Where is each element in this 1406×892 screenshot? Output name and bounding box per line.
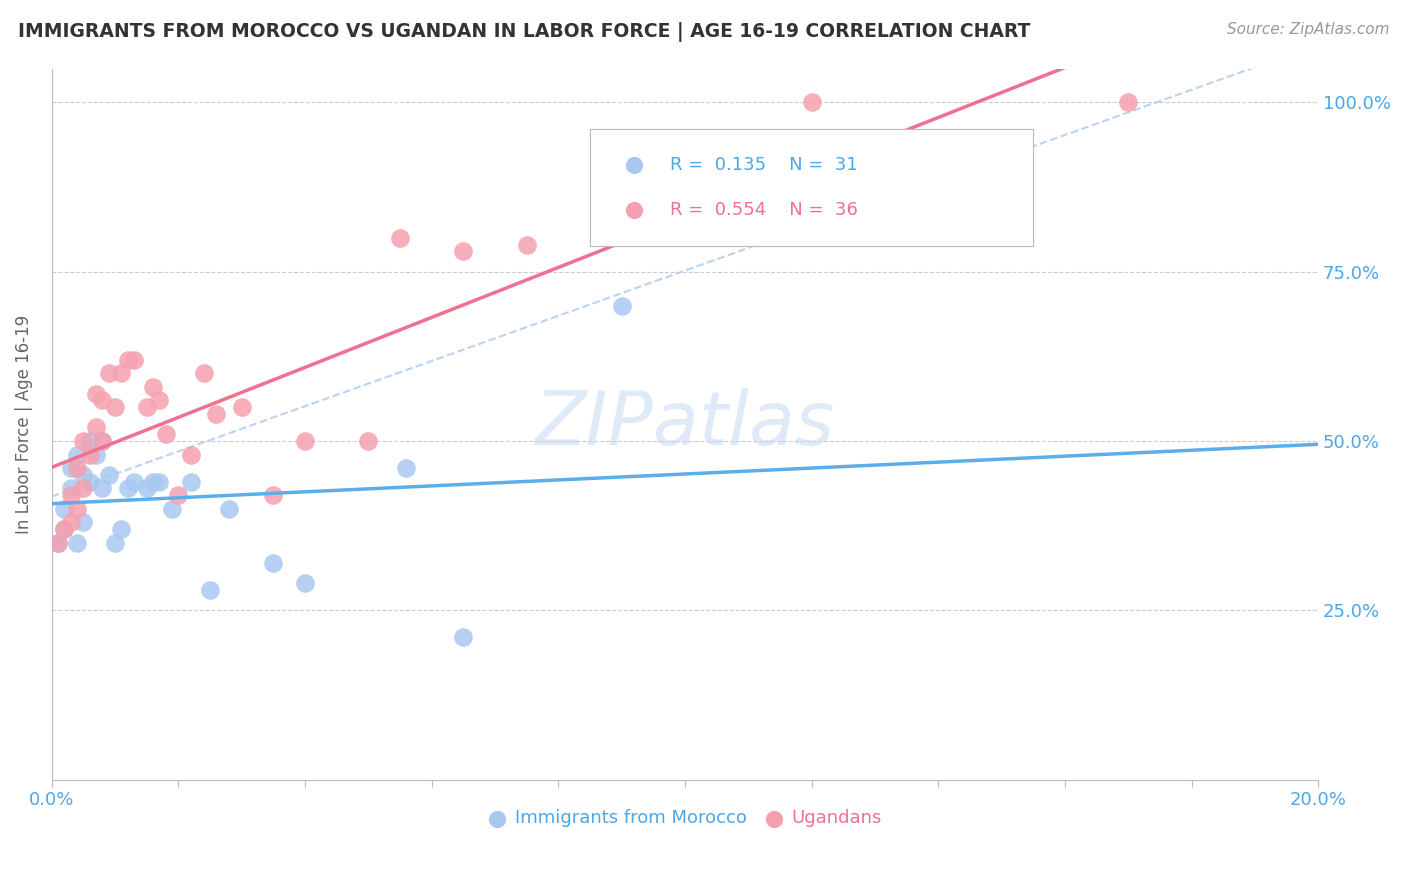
Point [122,475,145,489]
Text: IMMIGRANTS FROM MOROCCO VS UGANDAN IN LABOR FORCE | AGE 16-19 CORRELATION CHART: IMMIGRANTS FROM MOROCCO VS UGANDAN IN LA… [18,22,1031,42]
Point [72,434,94,448]
Point [142,475,165,489]
Point [205,407,228,421]
Point [53,522,76,536]
Point [135,482,157,496]
Point [148,475,170,489]
Point [294,576,316,591]
Point [167,488,190,502]
Point [79,434,101,448]
Point [46,535,69,549]
Point [104,535,127,549]
Point [453,631,475,645]
Point [59,461,82,475]
Point [453,244,475,259]
Point [1116,95,1139,110]
Point [395,461,418,475]
Text: R =  0.554    N =  36: R = 0.554 N = 36 [669,202,858,219]
Point [66,501,89,516]
Point [117,482,139,496]
Point [66,535,89,549]
Point [193,366,215,380]
Point [516,237,538,252]
Point [91,434,114,448]
Point [72,467,94,482]
Point [198,582,221,597]
Point [46,535,69,549]
Point [79,475,101,489]
Point [91,434,114,448]
Y-axis label: In Labor Force | Age 16-19: In Labor Force | Age 16-19 [15,315,32,533]
Point [117,352,139,367]
Point [59,482,82,496]
FancyBboxPatch shape [591,129,1033,246]
Point [53,501,76,516]
Point [59,488,82,502]
Point [84,386,107,401]
Point [142,380,165,394]
Point [59,515,82,529]
Legend: Immigrants from Morocco, Ugandans: Immigrants from Morocco, Ugandans [481,802,890,835]
Point [110,522,132,536]
Point [97,366,120,380]
Point [104,400,127,414]
Point [84,448,107,462]
Point [388,231,411,245]
Point [800,95,823,110]
Point [66,461,89,475]
Point [91,482,114,496]
Point [66,448,89,462]
Point [155,427,177,442]
Point [135,400,157,414]
Point [97,467,120,482]
Point [72,515,94,529]
Point [643,217,665,231]
Point [122,352,145,367]
Text: R =  0.135    N =  31: R = 0.135 N = 31 [669,156,858,174]
Point [148,393,170,408]
Point [294,434,316,448]
Text: ZIPatlas: ZIPatlas [534,388,835,460]
Point [218,501,240,516]
Point [53,522,76,536]
Point [72,482,94,496]
Point [262,556,284,570]
Point [231,400,253,414]
Text: Source: ZipAtlas.com: Source: ZipAtlas.com [1226,22,1389,37]
Point [110,366,132,380]
Point [610,299,633,313]
Point [262,488,284,502]
Point [91,393,114,408]
Point [79,448,101,462]
Point [160,501,183,516]
Point [84,420,107,434]
Point [180,448,202,462]
Point [357,434,380,448]
Point [180,475,202,489]
